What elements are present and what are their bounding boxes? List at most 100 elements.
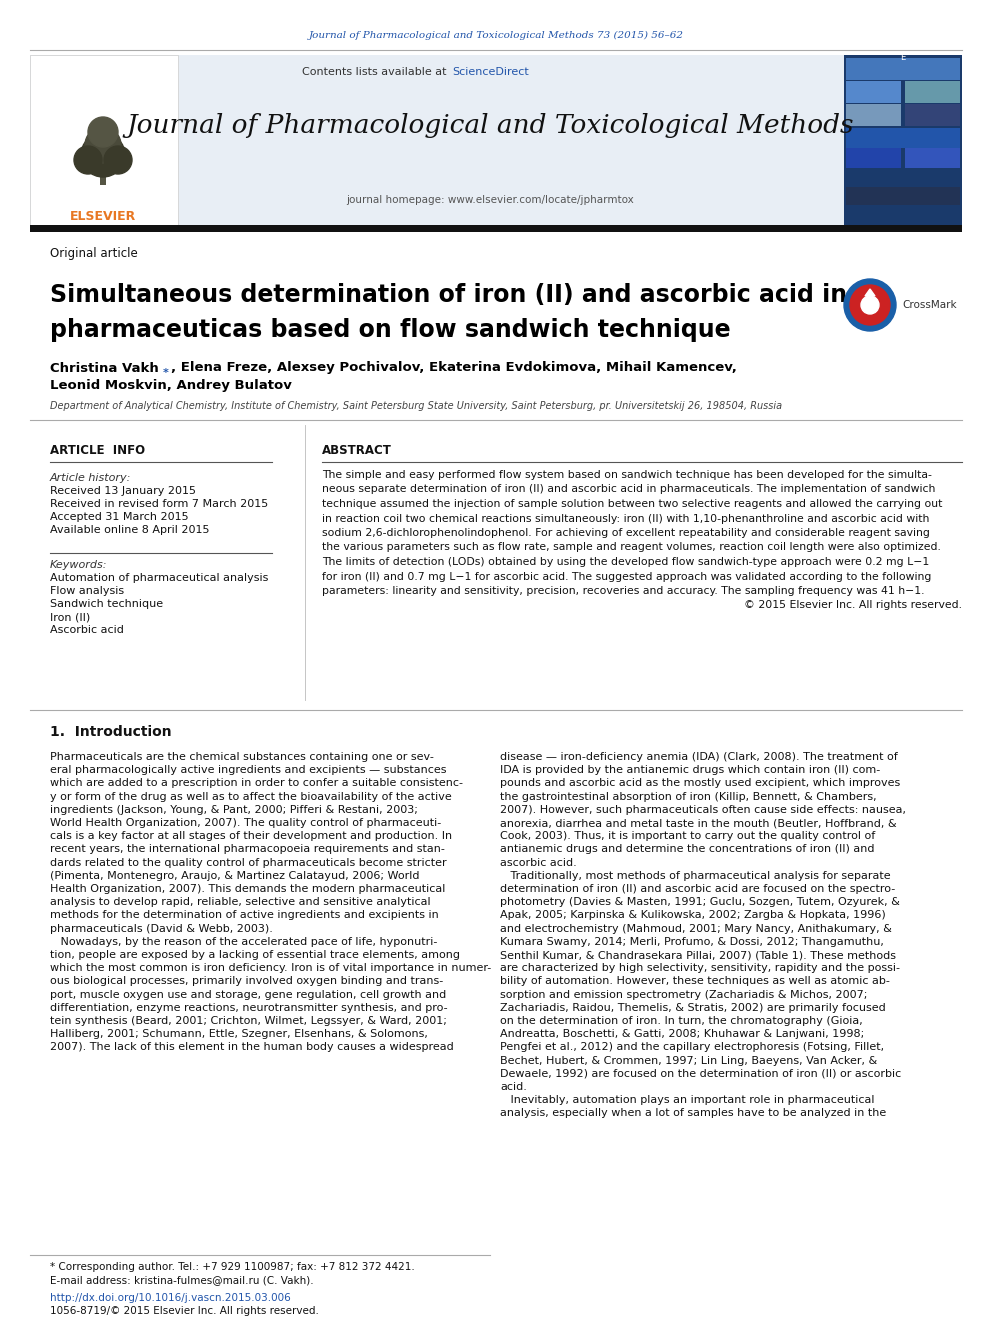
Text: http://dx.doi.org/10.1016/j.vascn.2015.03.006: http://dx.doi.org/10.1016/j.vascn.2015.0… <box>50 1293 291 1303</box>
Bar <box>846 128 960 148</box>
Text: neous separate determination of iron (II) and ascorbic acid in pharmaceuticals. : neous separate determination of iron (II… <box>322 484 935 495</box>
Text: © 2015 Elsevier Inc. All rights reserved.: © 2015 Elsevier Inc. All rights reserved… <box>744 601 962 610</box>
Text: Simultaneous determination of iron (II) and ascorbic acid in: Simultaneous determination of iron (II) … <box>50 283 847 307</box>
Text: cals is a key factor at all stages of their development and production. In: cals is a key factor at all stages of th… <box>50 831 452 841</box>
Text: Cook, 2003). Thus, it is important to carry out the quality control of: Cook, 2003). Thus, it is important to ca… <box>500 831 875 841</box>
Text: ABSTRACT: ABSTRACT <box>322 443 392 456</box>
Text: 1.  Introduction: 1. Introduction <box>50 725 172 740</box>
Text: Inevitably, automation plays an important role in pharmaceutical: Inevitably, automation plays an importan… <box>500 1095 875 1105</box>
Text: analysis to develop rapid, reliable, selective and sensitive analytical: analysis to develop rapid, reliable, sel… <box>50 897 431 908</box>
Text: Bechet, Hubert, & Crommen, 1997; Lin Ling, Baeyens, Van Acker, &: Bechet, Hubert, & Crommen, 1997; Lin Lin… <box>500 1056 877 1065</box>
Text: , Elena Freze, Alexsey Pochivalov, Ekaterina Evdokimova, Mihail Kamencev,: , Elena Freze, Alexsey Pochivalov, Ekate… <box>171 361 737 374</box>
Text: antianemic drugs and determine the concentrations of iron (II) and: antianemic drugs and determine the conce… <box>500 844 875 855</box>
Bar <box>844 56 962 225</box>
Text: Flow analysis: Flow analysis <box>50 586 124 595</box>
Text: Ascorbic acid: Ascorbic acid <box>50 624 124 635</box>
Text: disease — iron-deficiency anemia (IDA) (Clark, 2008). The treatment of: disease — iron-deficiency anemia (IDA) (… <box>500 751 898 762</box>
Text: acid.: acid. <box>500 1082 527 1091</box>
Text: Available online 8 April 2015: Available online 8 April 2015 <box>50 525 209 534</box>
Text: Sandwich technique: Sandwich technique <box>50 599 163 609</box>
Text: *: * <box>163 368 169 378</box>
Text: 2007). However, such pharmaceuticals often cause side effects: nausea,: 2007). However, such pharmaceuticals oft… <box>500 804 906 815</box>
Text: ELSEVIER: ELSEVIER <box>69 210 136 224</box>
Text: ScienceDirect: ScienceDirect <box>452 67 529 77</box>
Circle shape <box>88 116 118 147</box>
Text: are characterized by high selectivity, sensitivity, rapidity and the possi-: are characterized by high selectivity, s… <box>500 963 900 974</box>
Text: photometry (Davies & Masten, 1991; Guclu, Sozgen, Tutem, Ozyurek, &: photometry (Davies & Masten, 1991; Guclu… <box>500 897 900 908</box>
Bar <box>30 56 178 225</box>
Bar <box>846 148 901 168</box>
Polygon shape <box>865 288 875 296</box>
Text: which the most common is iron deficiency. Iron is of vital importance in numer-: which the most common is iron deficiency… <box>50 963 491 974</box>
Text: journal homepage: www.elsevier.com/locate/jpharmtox: journal homepage: www.elsevier.com/locat… <box>346 194 634 205</box>
Circle shape <box>85 127 121 163</box>
Text: tein synthesis (Beard, 2001; Crichton, Wilmet, Legssyer, & Ward, 2001;: tein synthesis (Beard, 2001; Crichton, W… <box>50 1016 446 1027</box>
Text: E-mail address: kristina-fulmes@mail.ru (C. Vakh).: E-mail address: kristina-fulmes@mail.ru … <box>50 1275 313 1285</box>
Text: bility of automation. However, these techniques as well as atomic ab-: bility of automation. However, these tec… <box>500 976 890 987</box>
Bar <box>905 105 960 126</box>
Text: Contents lists available at: Contents lists available at <box>302 67 450 77</box>
Text: port, muscle oxygen use and storage, gene regulation, cell growth and: port, muscle oxygen use and storage, gen… <box>50 990 446 1000</box>
Text: Accepted 31 March 2015: Accepted 31 March 2015 <box>50 512 188 523</box>
Text: sorption and emission spectrometry (Zachariadis & Michos, 2007;: sorption and emission spectrometry (Zach… <box>500 990 867 1000</box>
Text: ous biological processes, primarily involved oxygen binding and trans-: ous biological processes, primarily invo… <box>50 976 443 987</box>
Text: 2007). The lack of this element in the human body causes a widespread: 2007). The lack of this element in the h… <box>50 1043 453 1052</box>
Text: on the determination of iron. In turn, the chromatography (Gioia,: on the determination of iron. In turn, t… <box>500 1016 863 1027</box>
Circle shape <box>861 296 879 314</box>
Bar <box>100 155 106 185</box>
Text: which are added to a prescription in order to confer a suitable consistenc-: which are added to a prescription in ord… <box>50 778 463 789</box>
Text: Health Organization, 2007). This demands the modern pharmaceutical: Health Organization, 2007). This demands… <box>50 884 445 894</box>
Text: ingredients (Jackson, Young, & Pant, 2000; Pifferi & Restani, 2003;: ingredients (Jackson, Young, & Pant, 200… <box>50 804 418 815</box>
Bar <box>846 187 960 205</box>
Text: E: E <box>901 53 906 62</box>
Text: IDA is provided by the antianemic drugs which contain iron (II) com-: IDA is provided by the antianemic drugs … <box>500 765 880 775</box>
Text: eral pharmacologically active ingredients and excipients — substances: eral pharmacologically active ingredient… <box>50 765 446 775</box>
Bar <box>846 169 960 188</box>
Text: * Corresponding author. Tel.: +7 929 1100987; fax: +7 812 372 4421.: * Corresponding author. Tel.: +7 929 110… <box>50 1262 415 1271</box>
Text: Keywords:: Keywords: <box>50 560 107 570</box>
Text: tion, people are exposed by a lacking of essential trace elements, among: tion, people are exposed by a lacking of… <box>50 950 460 960</box>
Text: Senthil Kumar, & Chandrasekara Pillai, 2007) (Table 1). These methods: Senthil Kumar, & Chandrasekara Pillai, 2… <box>500 950 896 960</box>
Text: pharmaceuticas based on flow sandwich technique: pharmaceuticas based on flow sandwich te… <box>50 318 731 343</box>
Text: Journal of Pharmacological and Toxicological Methods: Journal of Pharmacological and Toxicolog… <box>126 112 854 138</box>
Text: Pharmaceuticals are the chemical substances containing one or sev-: Pharmaceuticals are the chemical substan… <box>50 751 434 762</box>
Text: 1056-8719/© 2015 Elsevier Inc. All rights reserved.: 1056-8719/© 2015 Elsevier Inc. All right… <box>50 1306 318 1316</box>
Text: Dewaele, 1992) are focused on the determination of iron (II) or ascorbic: Dewaele, 1992) are focused on the determ… <box>500 1069 902 1078</box>
Text: the gastrointestinal absorption of iron (Killip, Bennett, & Chambers,: the gastrointestinal absorption of iron … <box>500 791 877 802</box>
Text: Zachariadis, Raidou, Themelis, & Stratis, 2002) are primarily focused: Zachariadis, Raidou, Themelis, & Stratis… <box>500 1003 886 1013</box>
Text: Journal of Pharmacological and Toxicological Methods 73 (2015) 56–62: Journal of Pharmacological and Toxicolog… <box>309 30 683 40</box>
Text: in reaction coil two chemical reactions simultaneously: iron (II) with 1,10-phen: in reaction coil two chemical reactions … <box>322 513 930 524</box>
Text: ARTICLE  INFO: ARTICLE INFO <box>50 443 145 456</box>
Text: Iron (II): Iron (II) <box>50 613 90 622</box>
Bar <box>30 225 962 232</box>
Text: analysis, especially when a lot of samples have to be analyzed in the: analysis, especially when a lot of sampl… <box>500 1109 886 1118</box>
Text: dards related to the quality control of pharmaceuticals become stricter: dards related to the quality control of … <box>50 857 446 868</box>
Text: The limits of detection (LODs) obtained by using the developed flow sandwich-typ: The limits of detection (LODs) obtained … <box>322 557 930 568</box>
Bar <box>905 81 960 103</box>
Text: recent years, the international pharmacopoeia requirements and stan-: recent years, the international pharmaco… <box>50 844 444 855</box>
Text: Pengfei et al., 2012) and the capillary electrophoresis (Fotsing, Fillet,: Pengfei et al., 2012) and the capillary … <box>500 1043 884 1052</box>
Text: The simple and easy performed flow system based on sandwich technique has been d: The simple and easy performed flow syste… <box>322 470 931 480</box>
Text: anorexia, diarrhea and metal taste in the mouth (Beutler, Hoffbrand, &: anorexia, diarrhea and metal taste in th… <box>500 818 897 828</box>
Text: World Health Organization, 2007). The quality control of pharmaceuti-: World Health Organization, 2007). The qu… <box>50 818 441 828</box>
Bar <box>905 148 960 168</box>
Circle shape <box>74 146 102 175</box>
Text: ascorbic acid.: ascorbic acid. <box>500 857 576 868</box>
Text: pounds and ascorbic acid as the mostly used excipient, which improves: pounds and ascorbic acid as the mostly u… <box>500 778 901 789</box>
Text: differentiation, enzyme reactions, neurotransmitter synthesis, and pro-: differentiation, enzyme reactions, neuro… <box>50 1003 447 1013</box>
Text: and electrochemistry (Mahmoud, 2001; Mary Nancy, Anithakumary, &: and electrochemistry (Mahmoud, 2001; Mar… <box>500 923 892 934</box>
Text: Original article: Original article <box>50 247 138 261</box>
Text: parameters: linearity and sensitivity, precision, recoveries and accuracy. The s: parameters: linearity and sensitivity, p… <box>322 586 925 595</box>
Text: technique assumed the injection of sample solution between two selective reagent: technique assumed the injection of sampl… <box>322 499 942 509</box>
Text: (Pimenta, Montenegro, Araujo, & Martinez Calatayud, 2006; World: (Pimenta, Montenegro, Araujo, & Martinez… <box>50 871 420 881</box>
Circle shape <box>844 279 896 331</box>
Text: Department of Analytical Chemistry, Institute of Chemistry, Saint Petersburg Sta: Department of Analytical Chemistry, Inst… <box>50 401 782 411</box>
Text: Article history:: Article history: <box>50 474 131 483</box>
Text: methods for the determination of active ingredients and excipients in: methods for the determination of active … <box>50 910 438 921</box>
Text: Andreatta, Boschetti, & Gatti, 2008; Khuhawar & Lanjwani, 1998;: Andreatta, Boschetti, & Gatti, 2008; Khu… <box>500 1029 864 1039</box>
Text: Received in revised form 7 March 2015: Received in revised form 7 March 2015 <box>50 499 268 509</box>
Text: Apak, 2005; Karpinska & Kulikowska, 2002; Zargba & Hopkata, 1996): Apak, 2005; Karpinska & Kulikowska, 2002… <box>500 910 886 921</box>
Text: sodium 2,6-dichlorophenolindophenol. For achieving of excellent repeatability an: sodium 2,6-dichlorophenolindophenol. For… <box>322 528 930 538</box>
Bar <box>846 206 960 222</box>
Circle shape <box>850 284 890 325</box>
